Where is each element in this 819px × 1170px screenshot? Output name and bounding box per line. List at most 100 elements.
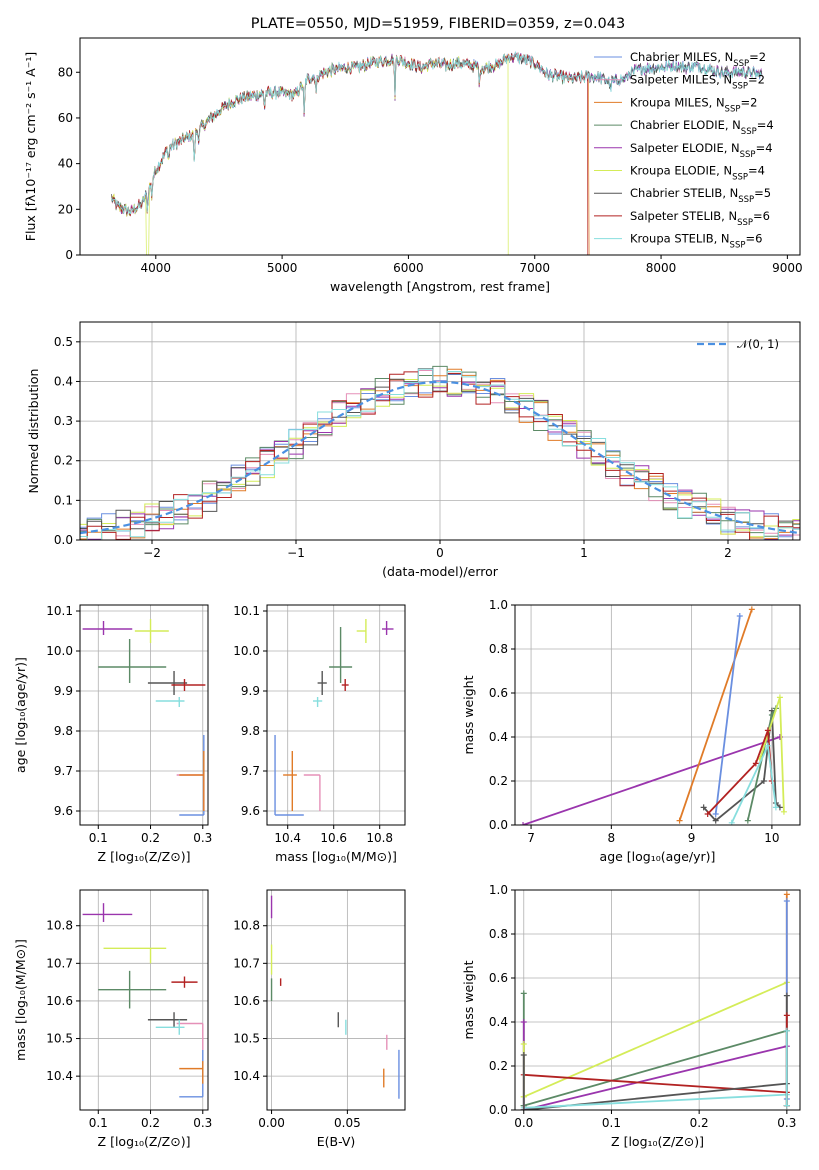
x-axis-label: Z [log₁₀(Z/Z⊙)] (98, 849, 191, 864)
histogram-series-step (80, 368, 800, 540)
residuals-legend: 𝒩(0, 1) (697, 337, 779, 351)
weight-point-marker (776, 694, 783, 701)
x-tick-label: 5000 (267, 261, 298, 275)
axes-frame (79, 604, 209, 826)
x-tick-label: 7 (527, 831, 535, 845)
x-axis-label: E(B-V) (317, 1134, 356, 1149)
mass-vs-EBV-panel: 0.00 0.05 10.4 10.5 10.6 10.7 10.8 E(B-V) (233, 889, 406, 1149)
weight-point-marker (764, 742, 771, 749)
weight-point-marker (783, 891, 790, 898)
weight-point-marker (700, 804, 707, 811)
y-tick-label: 0.0 (489, 818, 508, 832)
x-tick-label: 0.1 (89, 1116, 108, 1130)
x-tick-label: 0.0 (514, 1116, 533, 1130)
y-tick-label: 0.3 (54, 414, 73, 428)
weight-vs-age-plot-area (520, 606, 787, 825)
weight-point-marker (676, 817, 683, 824)
y-tick-label: 0.2 (54, 454, 73, 468)
legend-entry-label: Chabrier ELODIE, NSSP=4 (630, 118, 774, 137)
x-tick-label: 0.05 (334, 1116, 361, 1130)
residuals-panel: −2 −1 0 1 2 0.0 0.1 0.2 0.3 0.4 0.5 (data-model)/er… (26, 321, 801, 579)
gaussian-curve (80, 380, 800, 535)
x-tick-label: 9 (688, 831, 696, 845)
histogram-series-step (80, 370, 800, 540)
legend-entry-label: Salpeter STELIB, NSSP=6 (630, 209, 770, 228)
x-tick-label: 0.3 (777, 1116, 796, 1130)
y-tick-label: 0.6 (489, 971, 508, 985)
mass-vs-EBV-plot-area (270, 895, 400, 1099)
legend-entry-label: Kroupa ELODIE, NSSP=4 (630, 164, 765, 183)
y-axis-label: age [log₁₀(age/yr)] (13, 657, 28, 773)
x-tick-label: 0.1 (602, 1116, 621, 1130)
y-tick-label: 10.4 (46, 1069, 73, 1083)
weight-point-marker (704, 811, 711, 817)
y-tick-label: 10.6 (233, 994, 260, 1008)
histogram-series-step (80, 371, 800, 540)
x-tick-label: 0.3 (193, 1116, 212, 1130)
y-tick-label: 9.7 (54, 764, 73, 778)
weight-point-marker (783, 1027, 790, 1034)
y-tick-label: 0.5 (54, 335, 73, 349)
y-tick-label: 0.1 (54, 493, 73, 507)
weight-series-line (678, 609, 753, 821)
y-tick-label: 0.2 (489, 774, 508, 788)
weight-point-marker (520, 1107, 527, 1110)
y-tick-label: 10.8 (233, 919, 260, 933)
x-tick-label: 9000 (772, 261, 803, 275)
y-tick-label: 10.7 (46, 956, 73, 970)
x-tick-label: 7000 (519, 261, 550, 275)
y-tick-label: 0.4 (54, 374, 73, 388)
y-tick-label: 10.5 (46, 1032, 73, 1046)
x-axis-label: mass [log₁₀(M/M⊙)] (275, 849, 397, 864)
legend-entry-label: 𝒩(0, 1) (737, 337, 779, 351)
y-tick-label: 0.8 (489, 927, 508, 941)
weight-point-marker (520, 1019, 527, 1025)
x-tick-label: 8000 (646, 261, 677, 275)
weight-point-marker (752, 760, 759, 767)
y-tick-label: 10.0 (46, 644, 73, 658)
weight-series-line (522, 736, 781, 825)
x-tick-label: 0.1 (89, 831, 108, 845)
y-tick-label: 0.0 (54, 533, 73, 547)
x-tick-label: 0.2 (141, 1116, 160, 1130)
y-tick-label: 0.4 (489, 730, 508, 744)
weight-series-line (523, 1045, 788, 1110)
weight-point-marker (764, 727, 771, 734)
y-tick-label: 10.7 (233, 956, 260, 970)
y-tick-label: 9.8 (54, 724, 73, 738)
y-tick-label: 60 (58, 111, 73, 125)
residuals-plot-area (80, 365, 800, 540)
y-tick-label: 1.0 (489, 883, 508, 897)
y-axis-label: mass weight (461, 960, 476, 1039)
y-tick-label: 10.1 (233, 604, 260, 618)
y-tick-label: 9.9 (241, 684, 260, 698)
weight-point-marker (744, 817, 751, 824)
y-tick-label: 0.6 (489, 686, 508, 700)
x-tick-label: 0.00 (258, 1116, 285, 1130)
x-axis-label: wavelength [Angstrom, rest frame] (330, 279, 550, 294)
weight-point-marker (783, 1012, 790, 1019)
weight-point-marker (520, 1052, 527, 1058)
spectrum-plot-area (111, 50, 763, 255)
figure-title: PLATE=0550, MJD=51959, FIBERID=0359, z=0… (251, 16, 625, 32)
age-vs-mass-panel: 10.4 10.6 10.8 9.6 9.7 9.8 9.9 10.0 10.1 mass [lo… (233, 604, 406, 864)
weight-series-line (523, 1093, 787, 1109)
y-tick-label: 9.8 (241, 724, 260, 738)
axes-frame (514, 889, 801, 1111)
weight-point-marker (748, 606, 755, 613)
y-axis-label: Flux [fλ10⁻¹⁷ erg cm⁻² s⁻¹ A⁻¹] (23, 52, 38, 241)
y-tick-label: 10.8 (46, 919, 73, 933)
y-axis-label: mass [log₁₀(M/M⊙)] (13, 939, 28, 1061)
weight-series-line (714, 615, 741, 815)
legend-entry-label: Salpeter ELODIE, NSSP=4 (630, 141, 773, 160)
x-tick-label: −1 (287, 546, 305, 560)
y-tick-label: 9.9 (54, 684, 73, 698)
spectrum-series-line (111, 52, 590, 255)
histogram-series-step (80, 368, 800, 540)
weight-vs-Z-panel: 0.0 0.1 0.2 0.3 0.0 0.2 0.4 0.6 0.8 1.0 Z [log₁₀(Z… (461, 883, 801, 1149)
x-axis-label: Z [log₁₀(Z/Z⊙)] (611, 1134, 704, 1149)
weight-point-marker (783, 898, 790, 904)
age-vs-Z-panel: 0.1 0.2 0.3 9.6 9.7 9.8 9.9 10.0 10.1 Z [log₁₀(Z/… (13, 604, 212, 864)
y-tick-label: 10.4 (233, 1069, 260, 1083)
y-tick-label: 9.6 (54, 804, 73, 818)
